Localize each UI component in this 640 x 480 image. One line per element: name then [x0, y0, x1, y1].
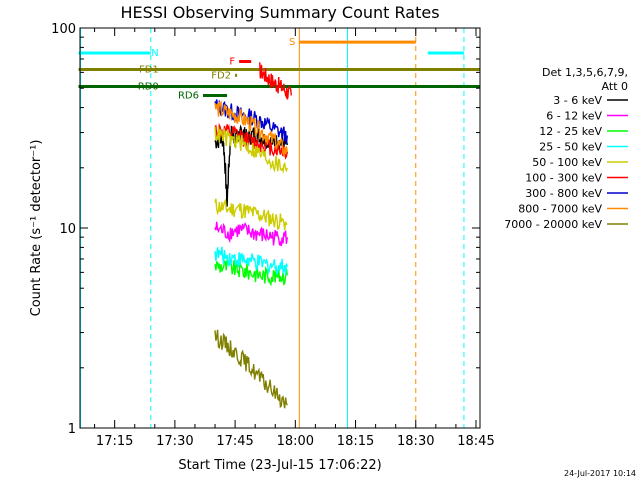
y-tick-label-2: 100 — [51, 22, 76, 37]
interval-label-5: FD2 — [211, 70, 231, 81]
legend-label-4: 50 - 100 keV — [532, 156, 602, 169]
series-line-9 — [214, 126, 288, 174]
legend-label-5: 100 - 300 keV — [525, 172, 602, 185]
y-axis-label: Count Rate (s⁻¹ detector⁻¹) — [29, 140, 44, 317]
legend-label-3: 25 - 50 keV — [539, 141, 602, 154]
interval-label-0: N — [151, 48, 158, 59]
x-tick-label-2: 17:45 — [216, 434, 253, 449]
interval-label-3: F — [229, 56, 235, 67]
legend-label-0: 3 - 6 keV — [553, 94, 602, 107]
legend-label-1: 6 - 12 keV — [546, 110, 602, 123]
legend-label-7: 800 - 7000 keV — [518, 203, 602, 216]
series-line-1 — [214, 221, 288, 247]
plot-area: N S F FD1 FD2 RD0 RD6 1 10 100 17:15 17:30 17:45 18:0… — [51, 22, 495, 449]
x-tick-label-0: 17:15 — [96, 434, 133, 449]
interval-label-4: FD1 — [139, 65, 159, 76]
legend-header-1: Att 0 — [602, 80, 628, 93]
legend: Det 1,3,5,6,7,9,Att 03 - 6 keV 6 - 12 keV… — [504, 66, 628, 231]
series-line-6 — [214, 99, 288, 145]
legend-header-0: Det 1,3,5,6,7,9, — [542, 66, 628, 79]
x-tick-label-1: 17:30 — [156, 434, 193, 449]
legend-label-6: 300 - 800 keV — [525, 187, 602, 200]
legend-label-8: 7000 - 20000 keV — [504, 218, 602, 231]
y-tick-label-1: 10 — [59, 222, 76, 237]
series-line-10 — [259, 62, 292, 100]
series-line-5 — [214, 122, 288, 160]
x-tick-label-4: 18:15 — [337, 434, 374, 449]
interval-label-6: RD0 — [138, 81, 159, 92]
series-line-3 — [214, 246, 288, 276]
y-tick-label-0: 1 — [68, 422, 76, 437]
chart-title: HESSI Observing Summary Count Rates — [120, 3, 439, 22]
x-axis-label: Start Time (23-Jul-15 17:06:22) — [178, 458, 381, 473]
x-tick-label-6: 18:45 — [457, 434, 494, 449]
legend-label-2: 12 - 25 keV — [539, 125, 602, 138]
x-tick-label-3: 18:00 — [277, 434, 314, 449]
interval-label-2: S — [289, 37, 295, 48]
series-line-8 — [214, 329, 288, 409]
series-line-4 — [214, 198, 288, 231]
interval-label-7: RD6 — [178, 90, 199, 101]
timestamp-stamp: 24-Jul-2017 10:14 — [564, 469, 636, 478]
series-line-7 — [214, 100, 288, 158]
x-tick-label-5: 18:30 — [397, 434, 434, 449]
